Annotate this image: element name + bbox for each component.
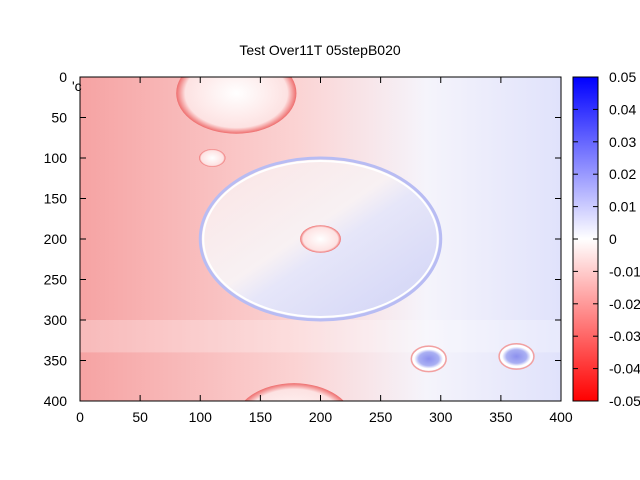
y-tick-label: 400	[44, 393, 68, 409]
ring-edge-blue	[198, 156, 443, 322]
y-tick-label: 300	[44, 312, 68, 328]
x-tick-label: 400	[549, 409, 573, 425]
feature-disk-1	[199, 149, 226, 167]
x-tick-label: 100	[189, 409, 213, 425]
x-tick-label: 50	[132, 409, 148, 425]
feature-disk-5	[502, 346, 531, 367]
feature-rim-5	[498, 342, 535, 370]
feature-rim-4	[410, 345, 447, 373]
colorbar-tick-label: -0.05	[609, 393, 640, 409]
colorbar-tick-label: 0.01	[609, 199, 636, 215]
colorbar-tick-label: -0.03	[609, 328, 640, 344]
x-tick-label: 250	[369, 409, 393, 425]
colorbar-tick-label: 0.05	[609, 69, 636, 85]
plot-area	[80, 77, 561, 401]
feature-disk-4	[414, 349, 444, 369]
feature-disk-0	[176, 77, 297, 134]
x-tick-label: 0	[76, 409, 84, 425]
x-tick-label: 300	[429, 409, 453, 425]
y-tick-label: 250	[44, 272, 68, 288]
ring-edge-white	[202, 160, 439, 318]
colorbar-tick-label: -0.02	[609, 296, 640, 312]
x-tick-label: 150	[249, 409, 273, 425]
colorbar-tick-label: 0.04	[609, 101, 636, 117]
x-tick-label: 350	[489, 409, 513, 425]
colorbar-tick-label: 0	[609, 231, 617, 247]
colorbar-tick-label: -0.04	[609, 361, 640, 377]
chart-title: Test Over11T 05stepB020	[239, 42, 401, 58]
y-tick-label: 50	[51, 110, 67, 126]
y-tick-label: 0	[59, 69, 67, 85]
x-tick-label: 200	[309, 409, 333, 425]
colorbar-ticks: 0.05 0.04 0.03 0.02 0.01 0 -0.01 -0.02 -0.03 -0.0…	[573, 69, 640, 409]
feature-disk-6	[244, 383, 344, 401]
y-tick-label: 150	[44, 191, 68, 207]
colorbar-tick-label: -0.01	[609, 263, 640, 279]
colorbar-tick-label: 0.02	[609, 166, 636, 182]
colorbar-tick-label: 0.03	[609, 134, 636, 150]
feature-disk-3	[300, 225, 341, 253]
y-axis: 0 50 100 150 200 250 300 350 400	[44, 69, 561, 409]
y-tick-label: 350	[44, 353, 68, 369]
x-axis: 0 50 100 150 200 250 300 350 400	[76, 77, 573, 425]
y-tick-label: 100	[44, 150, 68, 166]
y-tick-label: 200	[44, 231, 68, 247]
legend-fragment: 'c	[72, 78, 82, 94]
heatmap-band	[80, 320, 561, 353]
